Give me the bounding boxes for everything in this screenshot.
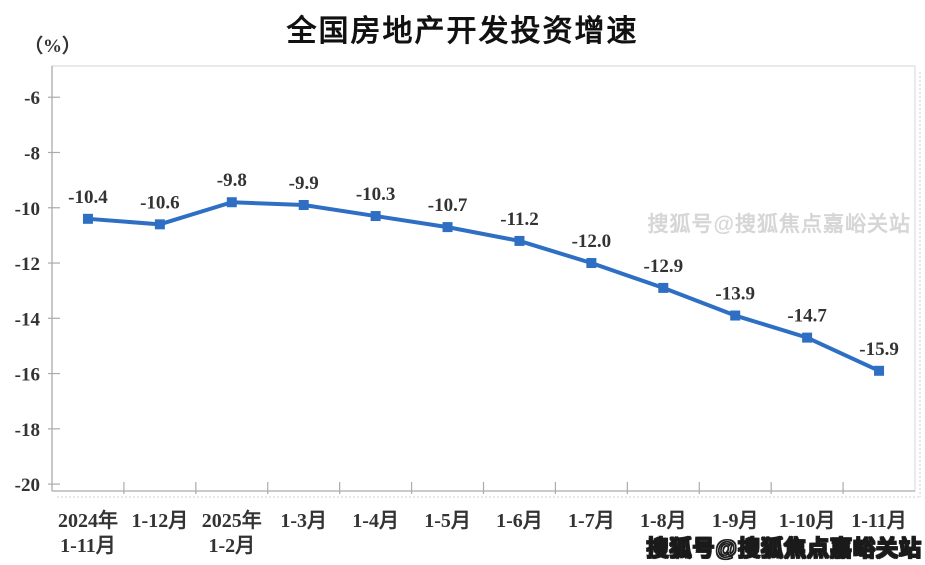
y-tick-label: -18 xyxy=(15,420,40,441)
data-point-label: -11.2 xyxy=(500,209,539,230)
data-point-label: -12.9 xyxy=(644,256,684,277)
x-tick-label: 1-3月 xyxy=(280,510,327,532)
data-point-marker xyxy=(442,222,453,233)
data-point-marker xyxy=(298,199,309,210)
data-point-marker xyxy=(802,332,813,343)
x-tick-label: 1-6月 xyxy=(496,510,543,532)
series-line xyxy=(85,200,882,373)
data-point-marker xyxy=(226,197,237,208)
x-tick-label: 1-9月 xyxy=(712,510,759,532)
y-tick-label: -16 xyxy=(15,365,40,386)
data-point-label: -9.8 xyxy=(217,170,247,191)
watermark-faint: 搜狐号@搜狐焦点嘉峪关站 xyxy=(647,213,911,236)
y-tick-label: -6 xyxy=(24,88,40,109)
x-tick-label: 1-10月 xyxy=(779,510,836,532)
data-point-marker xyxy=(586,258,597,269)
y-tick-label: -8 xyxy=(24,143,40,164)
y-tick-label: -14 xyxy=(15,309,41,330)
data-point-marker xyxy=(730,310,741,321)
chart-title: 全国房地产开发投资增速 xyxy=(286,15,639,48)
data-point-marker xyxy=(514,235,525,246)
watermark-bottom: 搜狐号@搜狐焦点嘉峪关站 xyxy=(646,535,922,561)
data-point-label: -10.4 xyxy=(68,187,108,208)
data-point-label: -12.0 xyxy=(572,231,612,252)
data-point-label: -9.9 xyxy=(289,173,319,194)
x-tick-label: 1-7月 xyxy=(568,510,615,532)
data-point-label: -10.3 xyxy=(356,184,396,205)
y-axis-unit-label: （%） xyxy=(24,36,82,57)
x-tick-label: 1-8月 xyxy=(640,510,687,532)
plot-area xyxy=(51,65,916,492)
x-tick-label: 1-4月 xyxy=(352,510,399,532)
data-point-marker xyxy=(658,282,669,293)
data-point-label: -14.7 xyxy=(787,306,827,327)
y-tick-label: -10 xyxy=(15,199,40,220)
x-tick-label: 2025年 1-2月 xyxy=(202,508,262,557)
data-point-marker xyxy=(82,213,93,224)
y-tick-label: -12 xyxy=(15,254,40,275)
x-tick-label: 2024年 1-11月 xyxy=(58,508,118,557)
data-point-label: -10.7 xyxy=(428,195,468,216)
x-tick-label: 1-11月 xyxy=(851,510,907,532)
x-tick-label: 1-12月 xyxy=(132,510,189,532)
data-point-marker xyxy=(874,365,885,376)
data-point-label: -15.9 xyxy=(859,339,899,360)
data-point-marker xyxy=(370,211,381,222)
x-tick-label: 1-5月 xyxy=(424,510,471,532)
data-point-marker xyxy=(154,219,165,230)
y-tick-label: -20 xyxy=(15,475,40,496)
data-point-label: -10.6 xyxy=(140,192,180,213)
data-point-label: -13.9 xyxy=(715,284,755,305)
